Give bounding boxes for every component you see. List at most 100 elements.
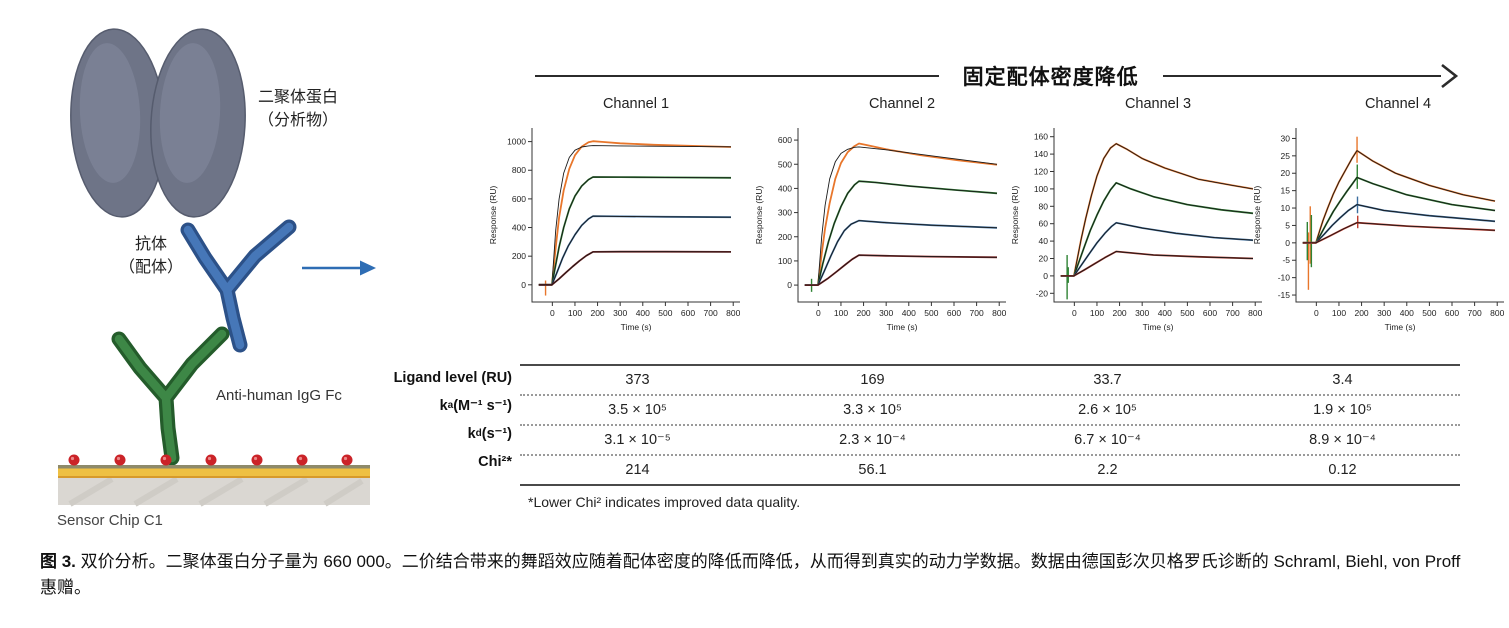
svg-text:0: 0: [550, 308, 555, 318]
svg-text:300: 300: [1135, 308, 1149, 318]
table-cell: 56.1: [858, 462, 887, 478]
table-cell: 2.2: [1097, 462, 1118, 478]
svg-text:100: 100: [1034, 184, 1048, 194]
svg-text:0: 0: [1314, 308, 1319, 318]
svg-text:400: 400: [636, 308, 650, 318]
svg-text:200: 200: [512, 251, 526, 261]
svg-text:Response (RU): Response (RU): [754, 186, 764, 245]
svg-text:Time (s): Time (s): [887, 322, 918, 332]
sensor-chip-label: Sensor Chip C1: [57, 512, 163, 529]
analyte-label-line2: （分析物）: [257, 112, 338, 130]
channel-2-chart-block: Channel 2 0 100 200 300 400 500 600 0 100 200 300 4…: [752, 96, 1014, 338]
analyte-label: 二聚体蛋白 （分析物）: [243, 86, 353, 132]
row-label-unit: (s⁻¹): [481, 426, 512, 442]
svg-text:Time (s): Time (s): [1143, 322, 1174, 332]
svg-text:800: 800: [1490, 308, 1504, 318]
svg-text:500: 500: [658, 308, 672, 318]
arrowhead-icon: [1441, 63, 1459, 89]
chart-title: Channel 4: [1364, 96, 1432, 112]
svg-text:800: 800: [992, 308, 1006, 318]
table-cell: 169: [860, 372, 885, 388]
antibody-ligand-icon: [180, 219, 297, 353]
chart-title: Channel 2: [868, 96, 936, 112]
ligand-label-line1: 抗体: [134, 236, 167, 253]
row-label-unit: (M⁻¹ s⁻¹): [453, 398, 512, 414]
dimer-protein-icon: [70, 28, 246, 218]
svg-text:80: 80: [1039, 201, 1049, 211]
sensorgram-chart: -20 0 20 40 60 80 100 120 140 160 0 100 200 300 400 500…: [1008, 120, 1270, 338]
svg-text:200: 200: [856, 308, 870, 318]
analyte-label-line1: 二聚体蛋白: [257, 89, 338, 106]
table-cell: 0.12: [1328, 462, 1357, 478]
svg-text:400: 400: [902, 308, 916, 318]
table-cell: 6.7 × 10⁻⁴: [1074, 432, 1141, 448]
svg-text:100: 100: [1090, 308, 1104, 318]
capture-antibody-label: Anti-human IgG Fc: [216, 387, 342, 404]
svg-text:500: 500: [1422, 308, 1436, 318]
svg-text:-10: -10: [1278, 273, 1291, 283]
svg-text:140: 140: [1034, 149, 1048, 159]
svg-text:700: 700: [704, 308, 718, 318]
capture-dots-icon: [68, 454, 353, 466]
svg-text:20: 20: [1039, 254, 1049, 264]
assay-diagram: 二聚体蛋白 （分析物） 抗体 （配体） Anti-human IgG Fc Se…: [40, 8, 400, 538]
svg-text:400: 400: [778, 183, 792, 193]
table-row: 373 169 33.7 3.4: [520, 366, 1460, 396]
table-row: 3.5 × 10⁵ 3.3 × 10⁵ 2.6 × 10⁵ 1.9 × 10⁵: [520, 396, 1460, 426]
table-cell: 373: [625, 372, 650, 388]
svg-text:0: 0: [1285, 238, 1290, 248]
svg-text:200: 200: [1112, 308, 1126, 318]
svg-text:-15: -15: [1278, 290, 1291, 300]
svg-text:600: 600: [778, 135, 792, 145]
svg-text:10: 10: [1281, 203, 1291, 213]
svg-text:Response (RU): Response (RU): [1252, 186, 1262, 245]
svg-text:500: 500: [924, 308, 938, 318]
svg-text:1000: 1000: [507, 137, 526, 147]
svg-text:-5: -5: [1282, 255, 1290, 265]
ligand-density-flow-arrow: 固定配体密度降低: [535, 52, 1460, 100]
svg-text:400: 400: [1400, 308, 1414, 318]
sensorgram-chart: 0 200 400 600 800 1000 0 100 200 300 400 500 600 700 8…: [486, 120, 748, 338]
svg-text:600: 600: [512, 194, 526, 204]
svg-text:200: 200: [590, 308, 604, 318]
table-cell: 3.3 × 10⁵: [843, 402, 902, 418]
svg-text:100: 100: [568, 308, 582, 318]
row-label-text: Ligand level (RU): [393, 370, 512, 386]
svg-text:400: 400: [1158, 308, 1172, 318]
right-arrow-icon: [302, 260, 376, 276]
sensorgram-chart: -15 -10 -5 0 5 10 15 20 25 30 0 100 200 300 400 500 600 7…: [1250, 120, 1509, 338]
svg-text:Time (s): Time (s): [621, 322, 652, 332]
svg-text:0: 0: [1072, 308, 1077, 318]
svg-text:120: 120: [1034, 167, 1048, 177]
svg-text:800: 800: [512, 165, 526, 175]
svg-text:100: 100: [834, 308, 848, 318]
kinetics-table-values: 373 169 33.7 3.4 3.5 × 10⁵ 3.3 × 10⁵ 2.6…: [520, 364, 1460, 486]
sensorgram-chart: 0 100 200 300 400 500 600 0 100 200 300 400 500 600 70…: [752, 120, 1014, 338]
svg-text:0: 0: [816, 308, 821, 318]
svg-text:0: 0: [521, 280, 526, 290]
svg-text:500: 500: [778, 159, 792, 169]
chi2-footnote: *Lower Chi² indicates improved data qual…: [528, 494, 801, 510]
flow-arrow-line-right: [1162, 75, 1441, 77]
svg-text:5: 5: [1285, 220, 1290, 230]
svg-text:100: 100: [1332, 308, 1346, 318]
svg-text:Response (RU): Response (RU): [488, 186, 498, 245]
row-label-text: Chi²*: [478, 454, 512, 470]
svg-text:800: 800: [726, 308, 740, 318]
svg-text:600: 600: [1445, 308, 1459, 318]
flow-arrow-label: 固定配体密度降低: [962, 66, 1139, 89]
svg-text:100: 100: [778, 256, 792, 266]
row-label-ligand-level: Ligand level (RU): [372, 364, 512, 392]
svg-text:20: 20: [1281, 168, 1291, 178]
svg-text:500: 500: [1180, 308, 1194, 318]
svg-text:160: 160: [1034, 132, 1048, 142]
channel-4-chart-block: Channel 4 -15 -10 -5 0 5 10 15 20 25 30 0 100 200 300…: [1250, 96, 1508, 338]
figure-caption: 图 3. 双价分析。二聚体蛋白分子量为 660 000。二价结合带来的舞蹈效应随…: [40, 549, 1468, 602]
svg-text:30: 30: [1281, 133, 1291, 143]
assay-diagram-graphic: [58, 28, 376, 507]
caption-number: 图 3.: [40, 552, 76, 571]
svg-text:600: 600: [1203, 308, 1217, 318]
